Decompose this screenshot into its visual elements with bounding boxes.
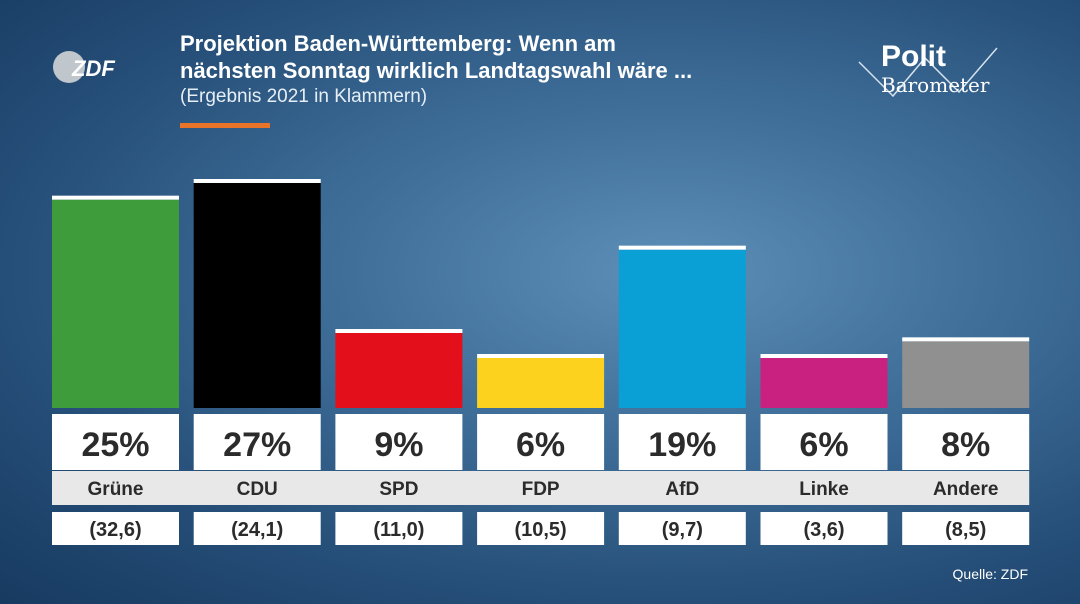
- chart-subtitle: (Ergebnis 2021 in Klammern): [180, 86, 428, 107]
- bar-cap-4: [618, 245, 746, 250]
- bar-cap-0: [52, 195, 179, 200]
- category-label-5: Linke: [799, 479, 849, 500]
- previous-label-6: (8,5): [945, 519, 986, 541]
- zdf-logo-text: ZDF: [71, 56, 115, 81]
- value-box-1: [193, 414, 321, 470]
- value-label-5: 6%: [799, 426, 848, 464]
- previous-label-5: (3,6): [803, 519, 844, 541]
- chart-title-line-1: Projektion Baden-Württemberg: Wenn am: [180, 31, 616, 56]
- category-label-2: SPD: [379, 479, 418, 500]
- value-label-0: 25%: [81, 426, 149, 464]
- source-note: Quelle: ZDF: [952, 566, 1028, 582]
- accent-underline: [180, 123, 270, 128]
- category-strip: [52, 471, 1030, 505]
- value-box-6: [902, 414, 1030, 470]
- chart-title-line-2: nächsten Sonntag wirklich Landtagswahl w…: [180, 58, 693, 83]
- previous-label-2: (11,0): [373, 519, 424, 541]
- value-box-2: [335, 414, 463, 470]
- value-box-4: [618, 414, 746, 470]
- bar-1: [193, 183, 321, 408]
- bar-cap-6: [902, 337, 1030, 342]
- bar-0: [52, 199, 179, 408]
- value-label-2: 9%: [374, 426, 423, 464]
- zdf-logo-icon: ZDF: [53, 51, 115, 83]
- value-label-6: 8%: [941, 426, 990, 464]
- category-label-3: FDP: [522, 479, 560, 500]
- barometer-word: Barometer: [881, 73, 990, 97]
- category-label-1: CDU: [237, 479, 278, 500]
- value-box-3: [477, 414, 605, 470]
- previous-label-4: (9,7): [662, 519, 703, 541]
- bar-cap-5: [760, 354, 888, 358]
- bar-cap-1: [193, 179, 321, 183]
- bar-6: [902, 341, 1030, 408]
- previous-label-1: (24,1): [231, 519, 283, 541]
- previous-box-6: [902, 512, 1030, 545]
- previous-label-0: (32,6): [89, 519, 141, 541]
- previous-box-1: [193, 512, 321, 545]
- value-box-5: [760, 414, 888, 470]
- previous-box-5: [760, 512, 888, 545]
- category-label-0: Grüne: [88, 479, 144, 500]
- category-label-4: AfD: [665, 479, 699, 500]
- politbarometer-logo: Polit Barometer: [855, 40, 1005, 100]
- previous-box-3: [477, 512, 605, 545]
- previous-box-2: [335, 512, 463, 545]
- checkmark-icon: [858, 47, 998, 98]
- previous-label-3: (10,5): [514, 519, 566, 541]
- value-label-1: 27%: [223, 426, 291, 464]
- bar-4: [618, 249, 746, 408]
- bar-2: [335, 333, 463, 408]
- category-label-6: Andere: [933, 479, 998, 500]
- polit-word: Polit: [881, 40, 946, 73]
- previous-box-4: [618, 512, 746, 545]
- value-box-0: [52, 414, 179, 470]
- bar-5: [760, 358, 888, 408]
- bar-cap-2: [335, 329, 463, 333]
- header: Projektion Baden-Württemberg: Wenn am nä…: [180, 30, 820, 108]
- bar-cap-3: [477, 354, 605, 358]
- value-label-4: 19%: [648, 426, 716, 464]
- bar-3: [477, 358, 605, 408]
- value-label-3: 6%: [516, 426, 565, 464]
- previous-box-0: [52, 512, 179, 545]
